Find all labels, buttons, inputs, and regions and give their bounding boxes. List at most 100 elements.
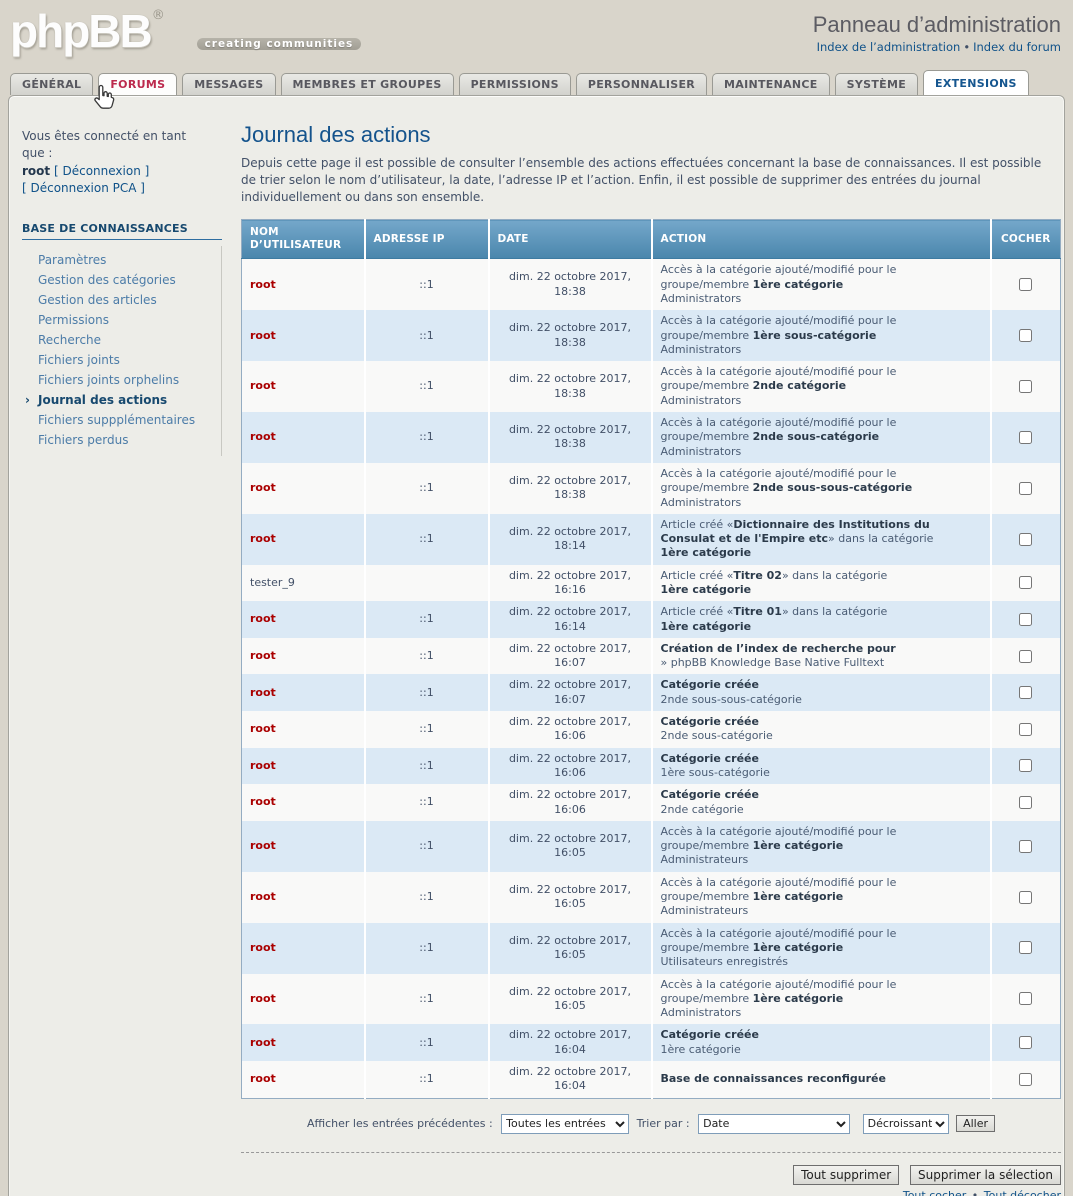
table-row: root ::1 dim. 22 octobre 2017, 16:14 Art… (241, 601, 1061, 638)
sort-field-select[interactable]: Date (698, 1113, 851, 1134)
table-row: root ::1 dim. 22 octobre 2017, 16:04 Cat… (241, 1024, 1061, 1061)
log-ip: ::1 (364, 674, 490, 712)
dashed-separator (241, 1151, 1061, 1153)
row-checkbox[interactable] (1019, 839, 1033, 853)
show-entries-select[interactable]: Toutes les entrées (501, 1113, 630, 1134)
row-checkbox[interactable] (1019, 722, 1033, 736)
log-action: Article créé «Dictionnaire des Instituti… (651, 513, 992, 565)
go-button[interactable]: Aller (956, 1115, 996, 1133)
row-checkbox[interactable] (1019, 1072, 1033, 1086)
tab-permissions[interactable]: PERMISSIONS (458, 73, 571, 95)
content: Journal des actions Depuis cette page il… (233, 96, 1064, 1196)
tab-forums[interactable]: FORUMS (98, 73, 178, 95)
row-checkbox[interactable] (1019, 759, 1033, 773)
tab-personnaliser[interactable]: PERSONNALISER (575, 73, 708, 95)
action-buttons: Tout supprimer Supprimer la sélection (241, 1164, 1061, 1185)
registered-mark-icon: ® (151, 8, 165, 23)
column-header-ip[interactable]: ADRESSE IP (364, 219, 490, 260)
log-ip: ::1 (364, 601, 490, 638)
row-checkbox[interactable] (1019, 649, 1033, 663)
check-all-link[interactable]: Tout cocher (902, 1188, 967, 1196)
logout-pca-link[interactable]: [ Déconnexion PCA ] (22, 181, 145, 196)
row-checkbox[interactable] (1019, 612, 1033, 626)
sidebar-item-parametres[interactable]: › Paramètres (38, 252, 107, 267)
forum-index-link[interactable]: Index du forum (973, 40, 1061, 54)
sidebar-item-fichiers-joints[interactable]: › Fichiers joints (38, 352, 120, 367)
row-checkbox[interactable] (1019, 576, 1033, 590)
log-action: Accès à la catégorie ajouté/modifié pour… (651, 871, 992, 923)
log-check-cell (990, 711, 1061, 748)
table-header-row: NOM D’UTILISATEUR ADRESSE IP DATE ACTION… (241, 219, 1061, 260)
row-checkbox[interactable] (1019, 532, 1033, 546)
row-checkbox[interactable] (1019, 992, 1033, 1006)
log-date: dim. 22 octobre 2017, 16:14 (488, 601, 653, 638)
action-log-table: NOM D’UTILISATEUR ADRESSE IP DATE ACTION… (241, 219, 1061, 1099)
table-row: root ::1 dim. 22 octobre 2017, 18:38 Acc… (241, 310, 1061, 362)
sidebar-item-fichiers-suppplementaires[interactable]: › Fichiers suppplémentaires (38, 412, 196, 427)
row-checkbox[interactable] (1019, 278, 1033, 292)
row-checkbox[interactable] (1019, 890, 1033, 904)
log-date: dim. 22 octobre 2017, 16:04 (488, 1024, 653, 1061)
tab-systeme[interactable]: SYSTÈME (834, 73, 919, 95)
log-date: dim. 22 octobre 2017, 16:05 (488, 922, 653, 974)
log-date: dim. 22 octobre 2017, 16:04 (488, 1061, 653, 1099)
log-ip: ::1 (364, 973, 490, 1025)
log-check-cell (990, 361, 1061, 413)
sidebar-item-permissions[interactable]: › Permissions (38, 312, 109, 327)
row-checkbox[interactable] (1019, 795, 1033, 809)
tab-bar: GÉNÉRAL FORUMS MESSAGES MEMBRES ET GROUPES P… (10, 70, 1073, 95)
sort-direction-select[interactable]: Décroissant (862, 1113, 949, 1134)
sidebar: Vous êtes connecté en tant que : root [ … (9, 96, 222, 456)
admin-index-link[interactable]: Index de l’administration (816, 40, 961, 54)
row-checkbox[interactable] (1019, 1036, 1033, 1050)
active-arrow-icon: › (25, 392, 30, 407)
sidebar-item-recherche[interactable]: › Recherche (38, 332, 102, 347)
row-checkbox[interactable] (1019, 430, 1033, 444)
tab-maintenance[interactable]: MAINTENANCE (712, 73, 830, 95)
sidebar-item-gestion-des-articles[interactable]: › Gestion des articles (38, 292, 157, 307)
log-date: dim. 22 octobre 2017, 18:14 (488, 513, 653, 565)
log-date: dim. 22 octobre 2017, 16:06 (488, 711, 653, 748)
tab-messages[interactable]: MESSAGES (182, 73, 276, 95)
column-header-username[interactable]: NOM D’UTILISATEUR (241, 219, 366, 260)
check-links: Tout cocher • Tout décocher (241, 1189, 1061, 1196)
sidebar-item-gestion-des-categories[interactable]: › Gestion des catégories (38, 272, 176, 287)
log-username: root (241, 922, 366, 974)
delete-all-button[interactable]: Tout supprimer (793, 1164, 900, 1185)
sidebar-item-journal-des-actions[interactable]: › Journal des actions (25, 392, 168, 407)
sort-by-label: Trier par : (636, 1116, 690, 1130)
sidebar-item-fichiers-perdus[interactable]: › Fichiers perdus (38, 432, 129, 447)
row-checkbox[interactable] (1019, 379, 1033, 393)
tab-membres-et-groupes[interactable]: MEMBRES ET GROUPES (280, 73, 454, 95)
log-date: dim. 22 octobre 2017, 16:05 (488, 871, 653, 923)
log-username: root (241, 412, 366, 463)
log-username: root (241, 784, 366, 821)
log-date: dim. 22 octobre 2017, 18:38 (488, 258, 653, 311)
row-checkbox[interactable] (1019, 686, 1033, 700)
delete-selected-button[interactable]: Supprimer la sélection (910, 1164, 1061, 1185)
log-username: tester_9 (241, 564, 366, 602)
log-date: dim. 22 octobre 2017, 16:16 (488, 564, 653, 602)
table-row: root ::1 dim. 22 octobre 2017, 16:06 Cat… (241, 784, 1061, 821)
log-date: dim. 22 octobre 2017, 18:38 (488, 462, 653, 514)
uncheck-all-link[interactable]: Tout décocher (983, 1188, 1061, 1196)
row-checkbox[interactable] (1019, 329, 1033, 343)
log-check-cell (990, 1061, 1061, 1099)
column-header-check: COCHER (990, 219, 1061, 260)
log-username: root (241, 462, 366, 514)
log-username: root (241, 871, 366, 923)
table-row: root ::1 dim. 22 octobre 2017, 18:14 Art… (241, 513, 1061, 565)
row-checkbox[interactable] (1019, 481, 1033, 495)
column-header-date[interactable]: DATE (488, 219, 653, 260)
logo-brand: phpBB (10, 5, 153, 57)
admin-panel-title: Panneau d’administration (812, 12, 1061, 37)
log-ip: ::1 (364, 361, 490, 413)
tab-extensions[interactable]: EXTENSIONS (923, 70, 1029, 95)
log-username: root (241, 747, 366, 785)
sidebar-item-fichiers-joints-orphelins[interactable]: › Fichiers joints orphelins (38, 372, 180, 387)
column-header-action[interactable]: ACTION (651, 219, 992, 260)
row-checkbox[interactable] (1019, 941, 1033, 955)
tab-general[interactable]: GÉNÉRAL (10, 73, 94, 95)
logout-link[interactable]: [ Déconnexion ] (53, 163, 150, 178)
log-check-cell (990, 310, 1061, 362)
